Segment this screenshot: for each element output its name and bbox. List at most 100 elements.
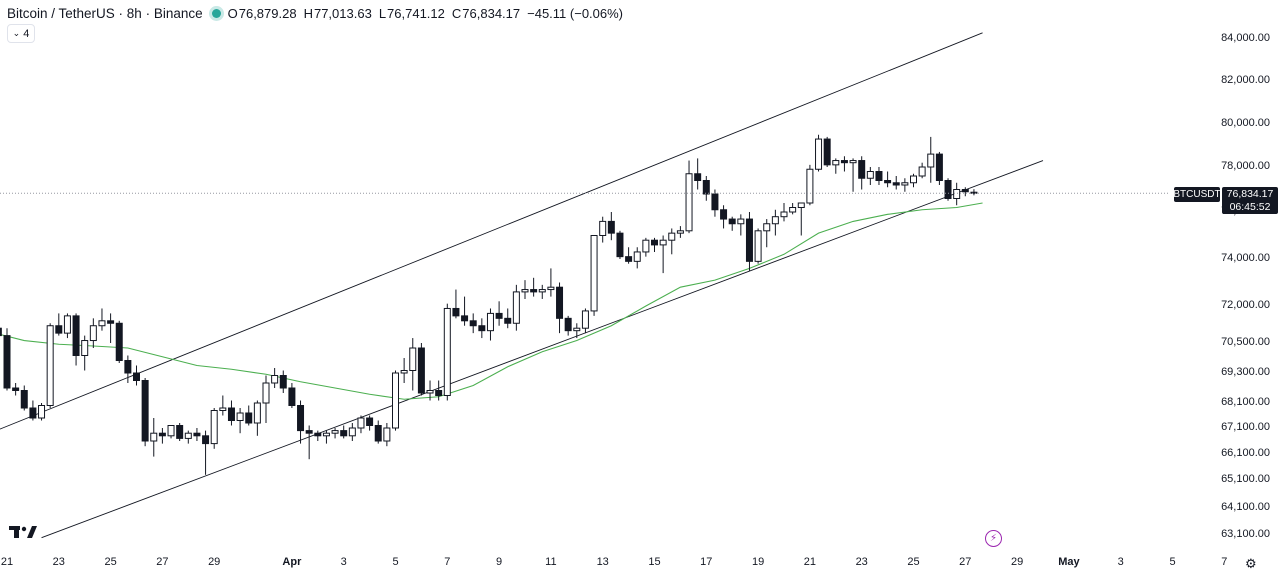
candle — [279, 370, 287, 393]
candle — [46, 323, 54, 408]
candle — [417, 343, 425, 396]
candle — [573, 323, 581, 339]
candle-body — [167, 425, 175, 437]
candle-body — [98, 320, 106, 327]
indicators-toggle-button[interactable]: ⌄ 4 — [7, 24, 35, 43]
candle — [158, 428, 166, 444]
legend-header: Bitcoin / TetherUS · 8h · Binance O 76,8… — [7, 4, 623, 22]
candle-body — [89, 325, 97, 342]
candle — [366, 415, 374, 431]
candle — [901, 178, 909, 192]
channel-drawing — [0, 32, 1044, 539]
candle — [763, 219, 771, 248]
candle — [815, 134, 823, 172]
time-tick-label: 3 — [1117, 556, 1124, 568]
candle-body — [849, 160, 857, 164]
candle — [625, 247, 633, 264]
candle-body — [245, 412, 253, 424]
last-price-value: 76,834.17 — [1226, 187, 1274, 200]
time-tick-label: 17 — [700, 556, 713, 568]
candle — [314, 430, 322, 441]
gear-icon[interactable]: ⚙ — [1245, 556, 1257, 571]
candle-body — [875, 171, 883, 181]
candle-body — [486, 312, 494, 332]
candle — [297, 400, 305, 444]
close-value: 76,834.17 — [462, 5, 521, 21]
candle — [685, 160, 693, 234]
candle — [392, 370, 399, 431]
candle-body — [469, 320, 477, 327]
candle — [590, 235, 598, 316]
candle — [616, 230, 624, 259]
symbol-title[interactable]: Bitcoin / TetherUS · 8h · Binance — [7, 5, 203, 21]
candle — [98, 308, 106, 331]
candle-body — [305, 430, 313, 434]
candle-body — [685, 173, 693, 232]
candle — [651, 237, 658, 252]
candle — [547, 268, 555, 297]
candle-body — [271, 375, 279, 384]
candle — [754, 228, 762, 264]
candle-body — [504, 317, 512, 324]
tradingview-logo-icon[interactable] — [9, 525, 37, 539]
price-tick-label: 67,100.00 — [1221, 421, 1270, 433]
channel-lower-line — [41, 160, 1044, 539]
candle-body — [780, 211, 788, 218]
candle-body — [262, 382, 270, 404]
candle — [357, 415, 365, 434]
candle-body — [599, 220, 607, 236]
candle — [400, 358, 408, 383]
candle — [409, 338, 417, 391]
time-tick-label: 27 — [959, 556, 972, 568]
time-tick-label: 7 — [1221, 556, 1228, 568]
candle-body — [158, 432, 166, 437]
candle — [823, 136, 831, 167]
price-tick-label: 74,000.00 — [1221, 252, 1270, 264]
candle-body — [29, 407, 37, 419]
candle — [599, 216, 607, 243]
candle — [840, 156, 848, 172]
price-tick-label: 66,100.00 — [1221, 447, 1270, 459]
last-price-badge: 76,834.17 06:45:52 — [1222, 187, 1278, 214]
price-tick-label: 70,500.00 — [1221, 336, 1270, 348]
candle-body — [20, 390, 28, 409]
candle-body — [651, 239, 658, 246]
time-tick-label: 15 — [648, 556, 661, 568]
candle-body — [866, 171, 874, 179]
candle — [426, 380, 434, 401]
candle-body — [961, 189, 969, 193]
open-value: 76,879.28 — [238, 5, 297, 21]
channel-upper-line — [0, 32, 983, 430]
candle-body — [720, 209, 728, 220]
candle — [305, 425, 313, 460]
candle — [236, 408, 244, 434]
candle — [495, 301, 503, 326]
candle — [789, 203, 797, 215]
candle-body — [892, 182, 900, 186]
candle — [141, 378, 149, 447]
candle — [633, 247, 641, 269]
candle — [737, 214, 745, 236]
time-tick-label: 27 — [156, 556, 169, 568]
candle-body — [521, 289, 529, 293]
change-value: −45.11 (−0.06%) — [527, 5, 624, 21]
candle — [0, 327, 2, 337]
candle — [374, 420, 382, 444]
candle — [107, 313, 115, 343]
candle — [478, 318, 486, 339]
lightning-icon[interactable]: ⚡ — [985, 530, 1002, 547]
candle — [253, 400, 261, 436]
candle-body — [538, 289, 546, 293]
candle — [72, 313, 80, 366]
candle — [348, 423, 356, 441]
time-tick-label: 21 — [803, 556, 817, 568]
candle-body — [832, 160, 840, 166]
price-tick-label: 64,100.00 — [1221, 501, 1270, 513]
candle — [167, 425, 175, 439]
candle — [383, 423, 391, 447]
candle-body — [573, 327, 581, 332]
time-tick-label: 23 — [855, 556, 868, 568]
time-tick-label: 25 — [104, 556, 117, 568]
candle — [797, 202, 805, 236]
